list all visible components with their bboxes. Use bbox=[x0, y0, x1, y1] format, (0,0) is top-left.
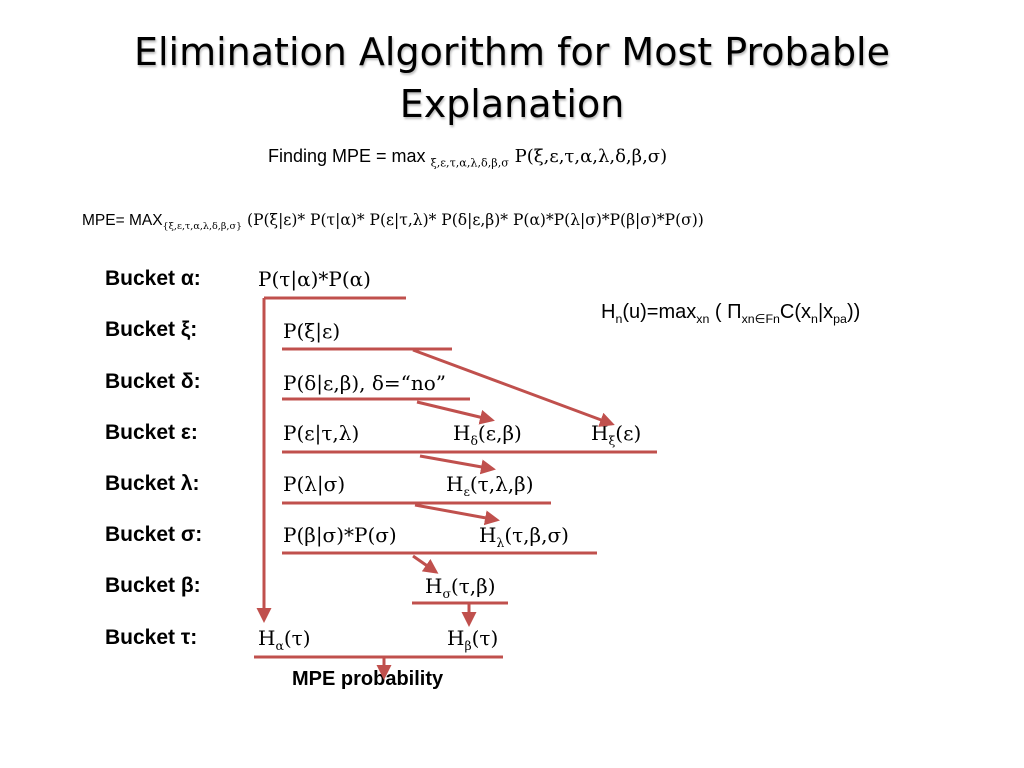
bucket-lambda-function: P(λ|σ) bbox=[283, 472, 346, 496]
bucket-sigma-label: Bucket σ: bbox=[105, 523, 203, 546]
bucket-delta-label: Bucket δ: bbox=[105, 370, 201, 393]
finding-expression: P(ξ,ε,τ,α,λ,δ,β,σ) bbox=[508, 146, 668, 167]
mpe-prefix: MPE= MAX bbox=[82, 212, 163, 229]
mpe-max-subscript: {ξ,ε,τ,α,λ,δ,β,σ} bbox=[162, 221, 243, 233]
mpe-max-formula: MPE= MAX{ξ,ε,τ,α,λ,δ,β,σ} (P(ξ|ε)* P(τ|α… bbox=[82, 211, 704, 232]
bucket-epsilon-function: P(ε|τ,λ) bbox=[283, 421, 360, 445]
message-h-lambda: Hλ(τ,β,σ) bbox=[479, 523, 569, 550]
finding-max-subscript: ξ,ε,τ,α,λ,δ,β,σ bbox=[430, 156, 509, 170]
mpe-probability-label: MPE probability bbox=[292, 668, 444, 690]
arrow-sigma-to-beta bbox=[412, 554, 439, 574]
message-h-alpha: Hα(τ) bbox=[258, 626, 311, 653]
arrow-epsilon-to-lambda bbox=[419, 454, 496, 475]
bucket-epsilon-label: Bucket ε: bbox=[105, 421, 198, 444]
bucket-alpha-function: P(τ|α)*P(α) bbox=[258, 267, 371, 291]
arrow-xi-to-epsilon bbox=[412, 348, 615, 427]
bucket-lambda-label: Bucket λ: bbox=[105, 472, 200, 495]
finding-prefix: Finding MPE = max bbox=[268, 146, 431, 166]
bucket-xi-function: P(ξ|ε) bbox=[283, 319, 341, 343]
arrow-delta-to-epsilon bbox=[416, 400, 495, 425]
message-h-beta: Hβ(τ) bbox=[447, 626, 499, 653]
page-title-line-1: Elimination Algorithm for Most Probable bbox=[133, 30, 890, 74]
page-title-line-2: Explanation bbox=[399, 82, 625, 126]
bucket-beta-label: Bucket β: bbox=[105, 574, 201, 597]
bucket-tau-label: Bucket τ: bbox=[105, 626, 198, 649]
finding-mpe-formula: Finding MPE = max ξ,ε,τ,α,λ,δ,β,σ P(ξ,ε,… bbox=[268, 146, 667, 170]
message-h-xi: Hξ(ε) bbox=[591, 421, 642, 448]
bucket-xi-label: Bucket ξ: bbox=[105, 318, 198, 341]
message-h-epsilon: Hε(τ,λ,β) bbox=[446, 472, 534, 499]
message-h-sigma: Hσ(τ,β) bbox=[425, 574, 496, 601]
mpe-product-expression: (P(ξ|ε)* P(τ|α)* P(ε|τ,λ)* P(δ|ε,β)* P(α… bbox=[242, 211, 704, 229]
bucket-delta-function: P(δ|ε,β), δ=“no” bbox=[283, 371, 447, 395]
bucket-sigma-function: P(β|σ)*P(σ) bbox=[283, 523, 397, 547]
message-h-delta: Hδ(ε,β) bbox=[453, 421, 522, 448]
arrow-lambda-to-sigma bbox=[414, 503, 500, 526]
hn-formula: Hn(u)=maxxn ( Πxn∈FnC(xn|xpa)) bbox=[601, 301, 861, 326]
bucket-alpha-label: Bucket α: bbox=[105, 267, 201, 290]
